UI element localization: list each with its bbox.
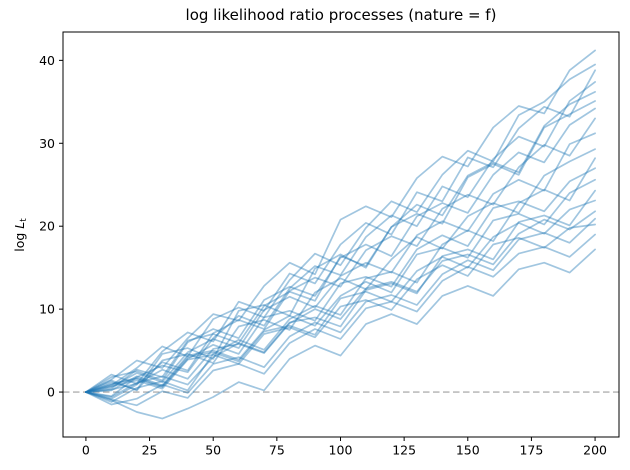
x-tick-label: 175	[519, 443, 543, 458]
llr-path-2	[85, 63, 596, 393]
x-tick-label: 75	[269, 443, 285, 458]
x-tick-label: 0	[82, 443, 90, 458]
llr-path-8	[85, 117, 596, 400]
x-tick-label: 150	[456, 443, 480, 458]
y-tick-label: 0	[47, 385, 55, 400]
llr-path-1	[85, 49, 596, 393]
x-tick-label: 50	[205, 443, 221, 458]
y-tick-label: 10	[39, 302, 55, 317]
llr-path-4	[85, 81, 596, 398]
llr-path-13	[85, 178, 596, 393]
axes-frame	[62, 31, 620, 438]
llr-path-16	[85, 210, 596, 393]
llr-path-10	[85, 148, 596, 393]
y-tick-label: 20	[39, 219, 55, 234]
y-tick-label: 40	[39, 53, 55, 68]
llr-path-12	[85, 167, 596, 393]
x-tick-label: 100	[329, 443, 353, 458]
x-tick-label: 125	[392, 443, 416, 458]
llr-path-18	[85, 223, 596, 393]
llr-path-3	[85, 69, 596, 393]
llr-path-17	[85, 217, 596, 406]
llr-path-15	[85, 199, 596, 393]
llr-path-14	[85, 189, 596, 398]
llr-path-7	[85, 107, 596, 393]
llr-path-19	[85, 233, 596, 407]
y-tick-label: 30	[39, 136, 55, 151]
x-tick-label: 25	[142, 443, 158, 458]
llr-path-11	[85, 157, 596, 403]
llr-path-20	[85, 248, 596, 420]
x-tick-label: 200	[583, 443, 607, 458]
llr-path-9	[85, 132, 596, 393]
chart-title: log likelihood ratio processes (nature =…	[185, 6, 497, 24]
llr-path-5	[85, 91, 596, 393]
llr-path-6	[85, 100, 596, 393]
